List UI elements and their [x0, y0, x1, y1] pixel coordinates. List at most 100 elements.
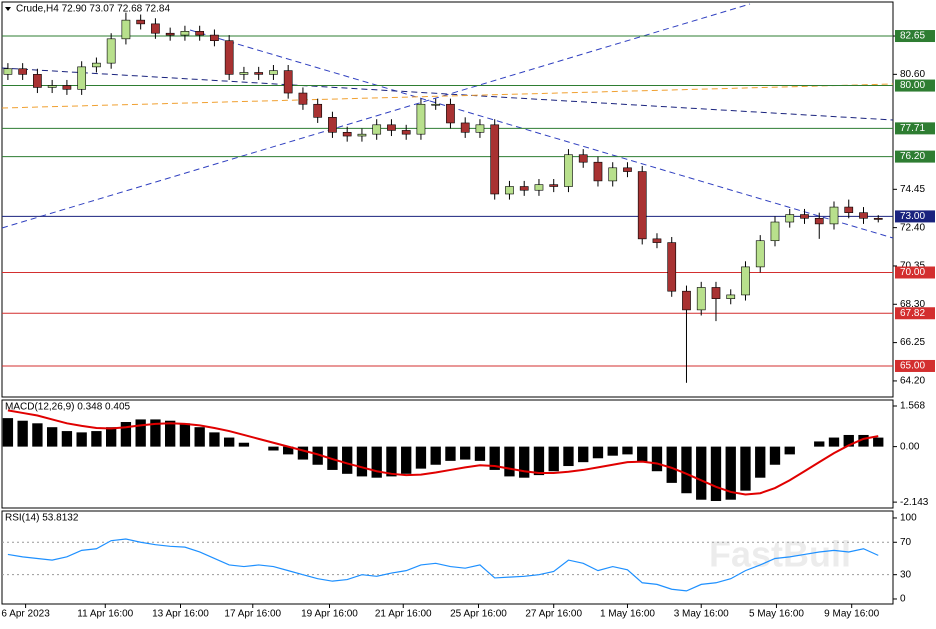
- macd-bar: [710, 446, 722, 502]
- x-tick-label: 13 Apr 16:00: [152, 609, 209, 620]
- level-label-bg: [895, 359, 935, 372]
- y-tick-label: 68.30: [900, 299, 925, 310]
- trendline: [189, 29, 894, 239]
- rsi-line: [7, 538, 879, 592]
- candle-body: [829, 206, 839, 225]
- candle-body: [136, 19, 146, 25]
- candle-body: [151, 23, 160, 34]
- candle-body: [859, 212, 868, 219]
- x-tick-label: 3 May 16:00: [674, 609, 729, 620]
- level-label-bg: [895, 307, 935, 320]
- x-tick-label: 27 Apr 16:00: [525, 609, 582, 620]
- x-tick-label: 5 May 16:00: [749, 609, 804, 620]
- level-label: 80.00: [900, 80, 925, 91]
- x-tick-label: 17 Apr 16:00: [224, 609, 281, 620]
- candle-body: [652, 238, 662, 243]
- y-tick-label: 64.20: [900, 376, 925, 387]
- macd-bar: [622, 446, 633, 455]
- macd-bar: [165, 420, 176, 447]
- macd-bar: [607, 446, 618, 456]
- candle-body: [92, 62, 101, 68]
- x-tick-label: 21 Apr 16:00: [375, 609, 432, 620]
- candle-body: [814, 217, 824, 225]
- macd-bar: [769, 446, 781, 465]
- candle-body: [3, 68, 13, 75]
- y-tick-label: 70: [900, 537, 912, 548]
- y-tick-label: 72.40: [900, 222, 925, 233]
- candle-body: [564, 154, 573, 187]
- candle-body: [328, 117, 337, 133]
- macd-bar: [578, 446, 589, 463]
- macd-bar: [135, 419, 146, 447]
- candle-body: [313, 103, 323, 118]
- candle-body: [726, 294, 736, 299]
- macd-bar: [843, 434, 854, 447]
- candle-body: [224, 40, 234, 75]
- candle-body: [755, 240, 765, 268]
- macd-bar: [120, 422, 132, 447]
- candle-body: [372, 124, 382, 135]
- y-tick-label: 66.25: [900, 337, 925, 348]
- macd-bar: [46, 427, 58, 447]
- x-tick-label: 9 May 16:00: [824, 609, 879, 620]
- macd-bar: [224, 437, 235, 447]
- candle-body: [711, 287, 721, 299]
- macd-bar: [519, 446, 530, 478]
- candle-body: [519, 186, 529, 191]
- trendline: [1, 67, 894, 121]
- candle-body: [623, 167, 632, 172]
- level-label-bg: [895, 79, 935, 92]
- candle-body: [475, 124, 485, 133]
- macd-bar: [740, 446, 751, 491]
- y-tick-label: 80.60: [900, 69, 925, 80]
- candle-body: [357, 133, 367, 137]
- candle-body: [490, 124, 500, 195]
- macd-bar: [651, 446, 663, 472]
- candle-body: [47, 85, 57, 88]
- candle-body: [873, 217, 883, 220]
- macd-bar: [268, 446, 279, 451]
- level-label: 65.00: [900, 361, 925, 372]
- x-tick-label: 11 Apr 16:00: [77, 609, 133, 620]
- level-label-bg: [895, 30, 935, 43]
- y-tick-label: -2.143: [900, 497, 929, 508]
- y-tick-label: 1.568: [900, 401, 925, 412]
- macd-bar: [445, 446, 456, 461]
- candle-body: [254, 72, 264, 75]
- candle-body: [608, 167, 618, 182]
- level-label-bg: [895, 150, 935, 163]
- macd-bar: [681, 446, 692, 494]
- macd-bar: [548, 446, 559, 472]
- trendlines: [1, 3, 894, 239]
- macd-bar: [814, 441, 825, 447]
- y-tick-label: 70.35: [900, 261, 925, 272]
- candle-body: [77, 66, 87, 90]
- candle-body: [298, 92, 308, 105]
- trendline: [1, 3, 751, 229]
- macd-bar: [592, 446, 604, 459]
- menu-arrow: [5, 7, 11, 11]
- candle-body: [637, 171, 647, 240]
- candle-body: [578, 154, 588, 163]
- macd-bar: [91, 431, 102, 447]
- candle-body: [505, 186, 514, 195]
- macd-bar: [386, 446, 397, 477]
- macd-bar: [563, 446, 574, 467]
- x-tick-label: 1 May 16:00: [600, 609, 655, 620]
- candle-body: [534, 184, 544, 191]
- x-tick-label: 19 Apr 16:00: [301, 609, 358, 620]
- macd-bar: [858, 434, 869, 447]
- candle-body: [239, 72, 249, 75]
- macd-bar: [76, 432, 87, 447]
- macd-bar: [342, 446, 353, 474]
- macd-bar: [194, 427, 205, 447]
- level-label: 77.71: [900, 123, 925, 134]
- candle-body: [416, 103, 426, 135]
- macd-bar: [356, 446, 368, 477]
- macd-bar: [312, 446, 323, 465]
- macd-bar: [460, 446, 471, 460]
- y-tick-label: 0.00: [900, 441, 920, 452]
- macd-pane: [1, 399, 894, 509]
- candle-body: [549, 184, 559, 187]
- macd-bar: [489, 446, 500, 470]
